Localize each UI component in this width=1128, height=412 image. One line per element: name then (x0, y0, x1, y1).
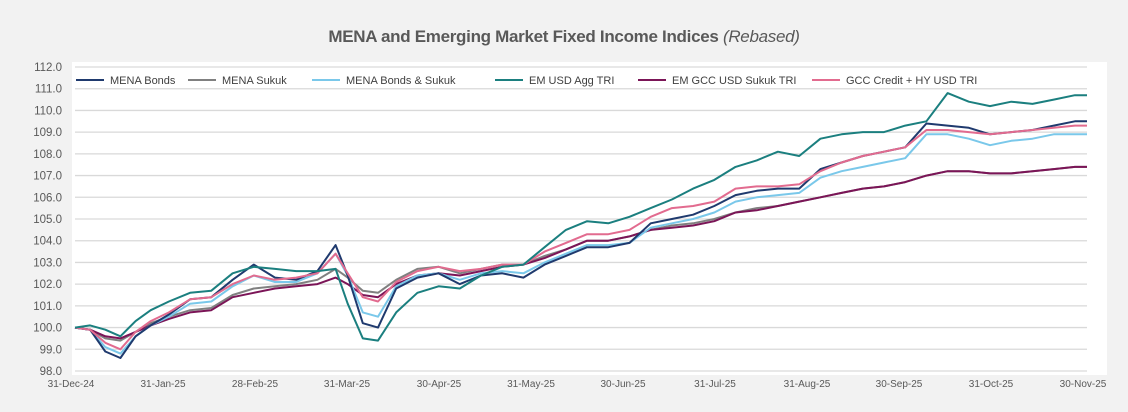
legend-label: EM USD Agg TRI (529, 75, 614, 87)
series-line-mena-bonds (74, 120, 1087, 359)
x-tick-label: 31-Dec-24 (48, 379, 95, 390)
y-tick-label: 104.0 (33, 236, 62, 248)
y-tick-label: 103.0 (33, 257, 62, 269)
y-tick-label: 101.0 (33, 301, 62, 313)
legend-label: MENA Sukuk (222, 75, 287, 87)
x-axis: 31-Dec-24 31-Jan-25 28-Feb-25 31-Mar-25 30-A… (48, 379, 1107, 390)
y-tick-label: 107.0 (33, 171, 62, 183)
legend-item: GCC Credit + HY USD TRI (812, 75, 977, 87)
series-line-mena-bonds-sukuk (74, 133, 1087, 355)
y-axis: 98.0 99.0 100.0 101.0 102.0 103.0 104.0 105.0 10… (33, 62, 62, 378)
legend-item: EM GCC USD Sukuk TRI (638, 75, 797, 87)
legend-item: MENA Bonds (76, 75, 176, 87)
legend-label: GCC Credit + HY USD TRI (846, 75, 977, 87)
chart-title: MENA and Emerging Market Fixed Income In… (0, 27, 1128, 47)
y-tick-label: 111.0 (35, 84, 62, 96)
y-tick-label: 99.0 (40, 344, 62, 356)
y-tick-label: 98.0 (40, 366, 62, 378)
y-tick-label: 105.0 (33, 214, 62, 226)
x-tick-label: 31-Jul-25 (694, 379, 736, 390)
legend-item: EM USD Agg TRI (495, 75, 614, 87)
series-line-em-usd-agg-tri (74, 92, 1087, 342)
series-line-em-gcc-usd-sukuk-tri (74, 165, 1087, 340)
y-tick-label: 110.0 (34, 105, 62, 117)
series-line-gcc-credit-hy-usd-tri (74, 124, 1087, 351)
chart-subtitle: (Rebased) (722, 27, 800, 46)
x-tick-label: 28-Feb-25 (232, 379, 279, 390)
x-tick-label: 31-Mar-25 (324, 379, 371, 390)
y-tick-label: 109.0 (33, 127, 62, 139)
legend-item: MENA Sukuk (188, 75, 287, 87)
x-tick-label: 31-Aug-25 (784, 379, 831, 390)
x-tick-label: 30-Sep-25 (876, 379, 923, 390)
x-tick-label: 31-May-25 (507, 379, 555, 390)
x-tick-label: 30-Apr-25 (417, 379, 462, 390)
legend-label: MENA Bonds & Sukuk (346, 75, 456, 87)
chart-title-main: MENA and Emerging Market Fixed Income In… (328, 27, 719, 46)
legend: MENA Bonds MENA Sukuk MENA Bonds & Sukuk EM… (76, 75, 977, 87)
x-tick-label: 31-Jan-25 (140, 379, 185, 390)
legend-label: MENA Bonds (110, 75, 176, 87)
x-tick-label: 31-Oct-25 (969, 379, 1014, 390)
y-tick-label: 106.0 (33, 192, 62, 204)
x-tick-label: 30-Jun-25 (600, 379, 645, 390)
legend-label: EM GCC USD Sukuk TRI (672, 75, 797, 87)
y-tick-label: 108.0 (33, 149, 62, 161)
legend-item: MENA Bonds & Sukuk (312, 75, 456, 87)
series-lines (74, 92, 1087, 359)
y-tick-label: 102.0 (33, 279, 62, 291)
y-tick-label: 100.0 (33, 323, 62, 335)
x-tick-label: 30-Nov-25 (1060, 379, 1107, 390)
y-tick-label: 112.0 (34, 62, 62, 74)
